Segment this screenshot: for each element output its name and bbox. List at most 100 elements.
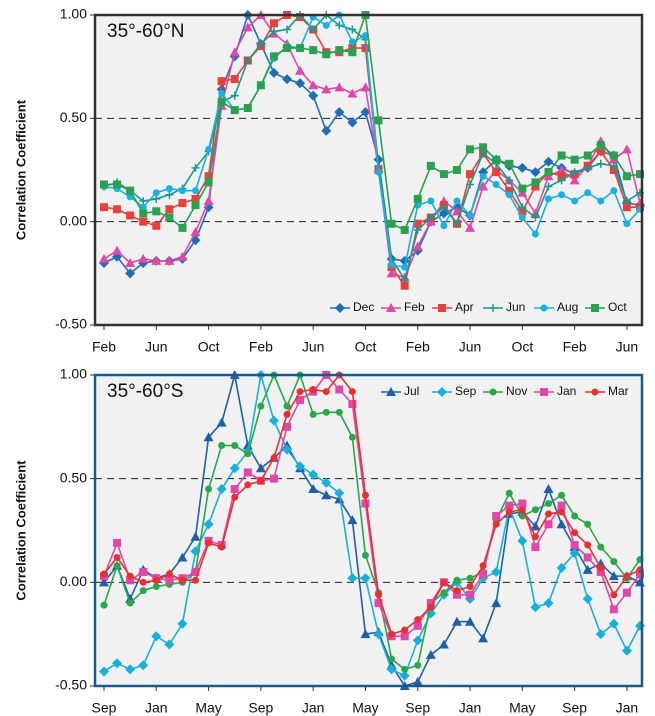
marker (437, 387, 447, 397)
marker (373, 629, 384, 640)
marker (571, 529, 579, 537)
marker (139, 209, 148, 218)
series-line (103, 374, 641, 677)
marker (531, 543, 540, 552)
marker (543, 156, 554, 167)
legend-label: Jul (404, 384, 419, 398)
marker (531, 506, 539, 514)
marker (335, 385, 344, 394)
marker (283, 25, 292, 34)
legend-label: Feb (404, 300, 425, 314)
marker (439, 203, 448, 212)
x-tick-label: Feb (92, 339, 116, 355)
marker (413, 194, 422, 203)
marker (438, 639, 449, 649)
marker (584, 541, 592, 549)
marker (138, 660, 149, 671)
marker (466, 590, 475, 599)
marker (257, 477, 265, 485)
marker (492, 180, 500, 188)
marker (557, 151, 566, 160)
marker (386, 268, 397, 278)
marker (100, 180, 108, 189)
marker (622, 588, 631, 597)
marker (165, 190, 174, 199)
marker (178, 576, 186, 584)
y-tick-label: 1.00 (60, 366, 87, 382)
marker (269, 52, 278, 61)
marker (205, 539, 213, 547)
marker (540, 388, 548, 396)
marker (138, 253, 149, 263)
marker (466, 582, 474, 590)
legend-label: Dec (353, 300, 374, 314)
marker (479, 570, 488, 579)
marker (544, 182, 553, 191)
marker (191, 567, 200, 576)
marker (531, 230, 539, 238)
marker (112, 658, 123, 669)
marker (205, 145, 213, 153)
marker (413, 219, 422, 228)
marker (440, 578, 448, 586)
marker (151, 631, 162, 642)
marker (321, 477, 332, 488)
marker (269, 27, 278, 36)
marker (596, 147, 605, 156)
marker (283, 422, 292, 431)
marker (165, 213, 174, 222)
marker (440, 589, 448, 597)
marker (244, 481, 252, 489)
marker (322, 388, 330, 396)
marker (622, 172, 631, 181)
marker (479, 562, 487, 570)
marker (308, 469, 319, 480)
marker (308, 80, 319, 90)
marker (322, 408, 330, 416)
marker (335, 21, 344, 30)
marker (203, 432, 214, 442)
marker (621, 645, 632, 656)
marker (218, 90, 226, 98)
marker (335, 303, 345, 313)
marker (426, 599, 435, 608)
x-tick-label: Sep (405, 700, 430, 716)
marker (596, 141, 605, 150)
marker (295, 461, 306, 472)
marker (610, 591, 618, 599)
marker (231, 493, 239, 501)
marker (217, 77, 226, 86)
marker (99, 577, 109, 587)
marker (609, 161, 618, 170)
marker (139, 197, 148, 205)
plot-frame (93, 13, 644, 327)
marker (426, 161, 435, 170)
marker (622, 197, 631, 205)
marker (139, 217, 148, 226)
x-tick-label: Feb (249, 339, 273, 355)
marker (348, 388, 356, 396)
marker (452, 166, 461, 174)
marker (229, 47, 240, 57)
marker (125, 258, 136, 267)
x-tick-label: Feb (406, 339, 430, 355)
marker (360, 82, 371, 92)
marker (308, 484, 319, 494)
marker (374, 116, 383, 125)
marker (451, 616, 462, 626)
marker (556, 519, 567, 529)
x-tick-label: Sep (562, 700, 587, 716)
marker (361, 44, 370, 53)
marker (335, 46, 344, 55)
marker (492, 155, 501, 164)
marker (466, 211, 474, 219)
marker (505, 501, 514, 510)
marker (152, 194, 161, 203)
marker (609, 605, 618, 614)
marker (608, 571, 619, 581)
marker (557, 172, 566, 181)
marker (361, 499, 370, 508)
marker (217, 97, 226, 106)
marker (531, 533, 539, 541)
marker (518, 214, 526, 222)
